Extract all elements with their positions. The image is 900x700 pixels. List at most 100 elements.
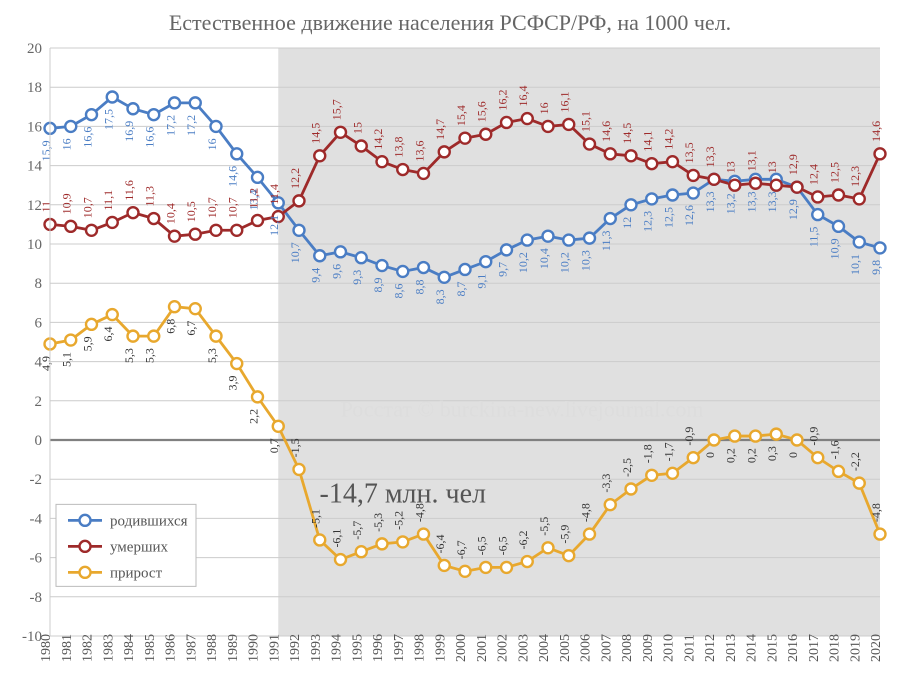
births-marker: [543, 231, 554, 242]
data-label: 5,3: [122, 348, 136, 363]
x-tick-label: 1991: [267, 634, 282, 662]
data-label: 15: [350, 122, 364, 134]
deaths-marker: [335, 127, 346, 138]
x-tick-label: 1980: [39, 634, 54, 662]
data-label: -5,7: [350, 521, 364, 540]
x-tick-label: 2007: [599, 634, 614, 662]
deaths-marker: [169, 231, 180, 242]
growth-marker: [335, 554, 346, 565]
data-label: 13,3: [765, 191, 779, 212]
data-label: -1,5: [288, 438, 302, 457]
y-tick-label: 16: [27, 119, 43, 135]
deaths-marker: [377, 156, 388, 167]
data-label: 6,4: [101, 327, 115, 342]
growth-marker: [356, 546, 367, 557]
deaths-marker: [812, 191, 823, 202]
deaths-marker: [501, 117, 512, 128]
data-label: 0,7: [267, 438, 281, 453]
growth-marker: [377, 538, 388, 549]
births-marker: [86, 109, 97, 120]
growth-marker: [418, 529, 429, 540]
data-label: 17,2: [184, 115, 198, 136]
data-label: 8,7: [454, 281, 468, 296]
data-label: 12: [620, 217, 634, 229]
births-marker: [563, 235, 574, 246]
deaths-marker: [148, 213, 159, 224]
x-tick-label: 1981: [60, 634, 75, 662]
data-label: 6,7: [184, 321, 198, 336]
data-label: 10,4: [537, 248, 551, 269]
growth-marker: [252, 391, 263, 402]
data-label: -5,2: [392, 511, 406, 530]
deaths-marker: [418, 168, 429, 179]
growth-marker: [584, 529, 595, 540]
data-label: 8,3: [433, 289, 447, 304]
births-marker: [875, 242, 886, 253]
births-marker: [460, 264, 471, 275]
data-label: 4,9: [39, 356, 53, 371]
births-marker: [65, 121, 76, 132]
chart-container: -10-8-6-4-202468101214161820198019811982…: [0, 0, 900, 700]
data-label: 9,6: [330, 264, 344, 279]
deaths-marker: [439, 146, 450, 157]
data-label: 15,6: [475, 101, 489, 122]
x-tick-label: 2006: [579, 634, 594, 662]
x-tick-label: 2018: [828, 634, 843, 662]
data-label: 13,3: [703, 191, 717, 212]
births-marker: [211, 121, 222, 132]
growth-marker: [522, 556, 533, 567]
births-marker: [646, 193, 657, 204]
legend-marker: [80, 541, 91, 552]
x-tick-label: 1996: [371, 634, 386, 662]
x-tick-label: 2012: [703, 634, 718, 662]
data-label: 16,1: [558, 91, 572, 112]
births-marker: [688, 188, 699, 199]
data-label: 14,5: [620, 123, 634, 144]
data-label: 10,7: [226, 197, 240, 218]
data-label: 16,6: [81, 127, 95, 148]
deaths-marker: [646, 158, 657, 169]
data-label: 5,9: [81, 336, 95, 351]
data-label: -2,5: [620, 458, 634, 477]
data-label: -1,6: [828, 440, 842, 459]
data-label: 8,6: [392, 283, 406, 298]
deaths-marker: [854, 193, 865, 204]
data-label: -1,8: [641, 444, 655, 463]
data-label: 11,5: [807, 227, 821, 248]
data-label: -2,2: [848, 452, 862, 471]
growth-marker: [875, 529, 886, 540]
growth-marker: [833, 466, 844, 477]
growth-marker: [792, 435, 803, 446]
x-tick-label: 2013: [724, 634, 739, 662]
x-tick-label: 1988: [205, 634, 220, 662]
data-label: 10,7: [81, 197, 95, 218]
data-label: -0,9: [807, 427, 821, 446]
data-label: -1,7: [662, 442, 676, 461]
deaths-marker: [460, 133, 471, 144]
data-label: 14,6: [599, 121, 613, 142]
data-label: 14,6: [869, 121, 883, 142]
y-tick-label: 6: [35, 315, 43, 331]
births-marker: [252, 172, 263, 183]
deaths-marker: [397, 164, 408, 175]
data-label: 16: [205, 138, 219, 150]
x-tick-label: 1987: [184, 634, 199, 662]
deaths-marker: [231, 225, 242, 236]
deaths-marker: [875, 148, 886, 159]
growth-marker: [128, 331, 139, 342]
deaths-marker: [688, 170, 699, 181]
growth-marker: [231, 358, 242, 369]
data-label: 17,5: [101, 109, 115, 130]
y-tick-label: -2: [30, 472, 43, 488]
data-label: 10,5: [184, 201, 198, 222]
growth-marker: [314, 534, 325, 545]
deaths-marker: [294, 195, 305, 206]
births-marker: [605, 213, 616, 224]
data-label: 16,2: [496, 89, 510, 110]
data-label: 9,4: [309, 268, 323, 283]
x-tick-label: 2001: [475, 634, 490, 662]
data-label: 16,6: [143, 127, 157, 148]
births-marker: [128, 103, 139, 114]
x-tick-label: 1990: [247, 634, 262, 662]
data-label: 10,2: [516, 252, 530, 273]
